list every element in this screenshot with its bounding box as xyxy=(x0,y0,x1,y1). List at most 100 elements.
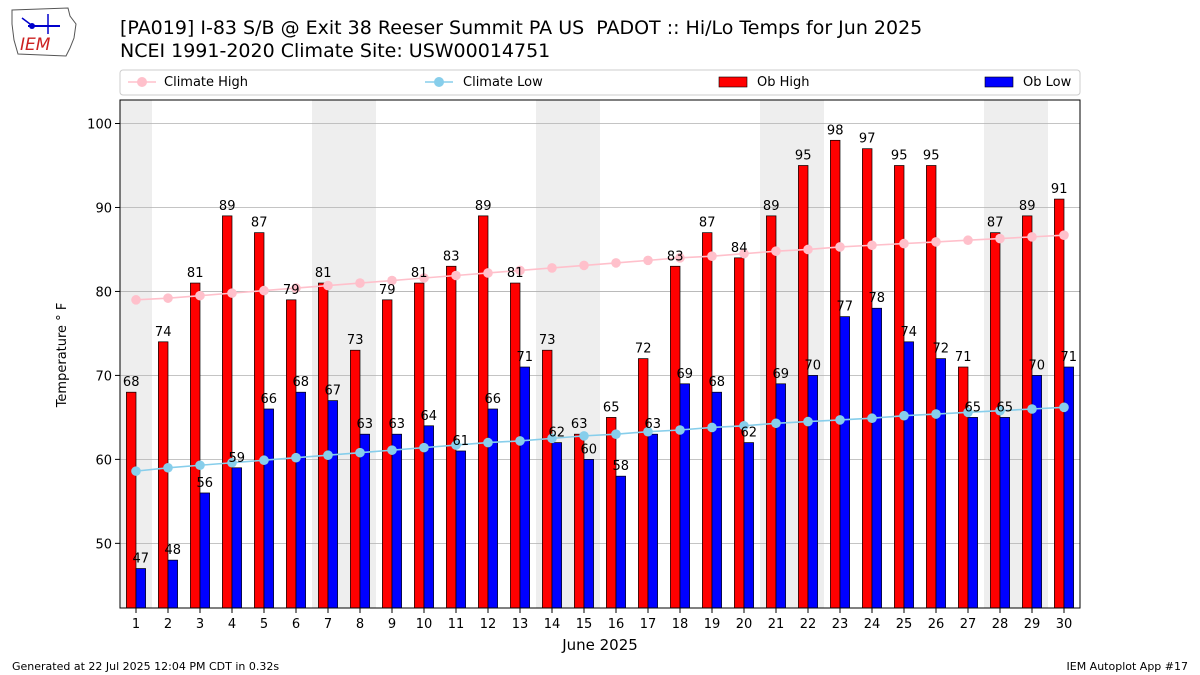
climate-high-point xyxy=(995,233,1005,244)
ob-high-value-label: 72 xyxy=(635,342,652,357)
legend-ob-high-swatch xyxy=(718,76,748,88)
ob-high-value-label: 68 xyxy=(123,375,140,390)
climate-high-point xyxy=(419,273,429,283)
climate-high-point xyxy=(387,275,397,286)
x-tick-label: 25 xyxy=(896,617,913,632)
ob-high-value-label: 81 xyxy=(411,266,428,281)
ob-high-value-label: 79 xyxy=(283,283,300,298)
x-tick-label: 11 xyxy=(448,617,465,632)
climate-low-point xyxy=(611,429,621,439)
x-tick-label: 15 xyxy=(576,617,593,632)
ob-low-bar xyxy=(263,408,274,609)
ob-high-value-label: 73 xyxy=(539,333,556,348)
ob-low-value-label: 66 xyxy=(485,392,502,407)
climate-high-point xyxy=(611,258,621,268)
climate-high-point xyxy=(1027,232,1037,242)
footer-generated-text: Generated at 22 Jul 2025 12:04 PM CDT in… xyxy=(12,660,280,673)
ob-low-bar xyxy=(967,417,978,609)
ob-low-bar xyxy=(423,425,434,609)
ob-high-bar xyxy=(350,349,361,609)
climate-high-point xyxy=(835,242,845,252)
plot-area: 5060708090100684774488156895987667968816… xyxy=(87,99,1081,632)
ob-low-value-label: 72 xyxy=(933,342,950,357)
ob-low-value-label: 77 xyxy=(837,300,854,315)
ob-low-value-label: 74 xyxy=(901,325,918,340)
ob-low-bar xyxy=(295,391,306,609)
climate-low-point xyxy=(483,437,493,448)
climate-low-point xyxy=(131,466,141,476)
ob-high-bar xyxy=(510,282,521,609)
ob-low-bar xyxy=(935,358,946,609)
ob-high-bar xyxy=(926,165,937,609)
ob-low-bar xyxy=(999,417,1010,609)
ob-low-value-label: 63 xyxy=(389,417,406,432)
ob-high-bar xyxy=(862,148,873,609)
ob-low-bar xyxy=(167,559,178,609)
ob-low-bar xyxy=(199,492,210,609)
x-tick-label: 12 xyxy=(480,617,497,632)
ob-high-bar xyxy=(830,139,841,609)
ob-high-value-label: 95 xyxy=(891,148,908,163)
legend-ob-low-label: Ob Low xyxy=(1023,75,1072,90)
ob-low-value-label: 65 xyxy=(997,400,1014,415)
x-tick-label: 14 xyxy=(544,617,561,632)
ob-low-value-label: 56 xyxy=(197,476,214,491)
climate-low-point xyxy=(1059,402,1069,413)
ob-high-bar xyxy=(126,391,137,609)
x-tick-label: 29 xyxy=(1024,617,1041,632)
legend: Climate High Climate Low Ob High Ob Low xyxy=(119,69,1081,96)
footer-app-id: IEM Autoplot App #17 xyxy=(1066,660,1189,673)
climate-low-point xyxy=(899,410,909,421)
x-tick-label: 18 xyxy=(672,617,689,632)
ob-high-bar xyxy=(542,349,553,609)
ob-low-value-label: 71 xyxy=(1061,350,1078,365)
ob-high-value-label: 87 xyxy=(699,216,716,231)
ob-low-bar xyxy=(615,475,626,609)
ob-low-value-label: 63 xyxy=(357,417,374,432)
ob-low-bar xyxy=(903,341,914,609)
climate-high-point xyxy=(899,238,909,249)
climate-high-point xyxy=(1059,230,1069,240)
ob-low-value-label: 66 xyxy=(261,392,278,407)
climate-high-point xyxy=(803,244,813,255)
ob-high-value-label: 81 xyxy=(507,266,524,281)
climate-low-point xyxy=(771,418,781,429)
climate-low-point xyxy=(931,409,941,419)
climate-low-point xyxy=(163,462,173,473)
x-tick-label: 26 xyxy=(928,617,945,632)
ob-high-bar xyxy=(766,215,777,609)
ob-high-bar xyxy=(670,265,681,609)
climate-low-point xyxy=(995,405,1005,416)
ob-high-value-label: 79 xyxy=(379,283,396,298)
ob-high-value-label: 97 xyxy=(859,132,876,147)
ob-low-bar xyxy=(679,383,690,609)
ob-high-value-label: 89 xyxy=(763,199,780,214)
ob-low-bar xyxy=(327,400,338,609)
ob-high-value-label: 81 xyxy=(315,266,332,281)
x-tick-label: 16 xyxy=(608,617,625,632)
ob-high-bar xyxy=(894,165,905,609)
ob-low-value-label: 68 xyxy=(293,375,310,390)
y-tick-label: 50 xyxy=(95,537,112,552)
chart-title: [PA019] I-83 S/B @ Exit 38 Reeser Summit… xyxy=(120,17,923,39)
climate-high-point xyxy=(355,278,365,288)
ob-low-value-label: 62 xyxy=(741,426,758,441)
ob-high-bar xyxy=(190,282,201,609)
climate-low-point xyxy=(291,452,301,463)
ob-low-bar xyxy=(743,442,754,609)
iem-logo: IEM xyxy=(11,7,77,57)
legend-climate-high-marker xyxy=(137,77,147,87)
ob-high-value-label: 87 xyxy=(987,216,1004,231)
y-axis-label: Temperature ° F xyxy=(55,303,70,409)
ob-low-bar xyxy=(359,433,370,609)
y-tick-label: 80 xyxy=(95,285,112,300)
ob-high-value-label: 95 xyxy=(923,148,940,163)
climate-low-point xyxy=(867,413,877,424)
axes-frame xyxy=(119,99,1081,609)
ob-low-bar xyxy=(391,433,402,609)
y-tick-label: 70 xyxy=(95,369,112,384)
ob-high-bar xyxy=(574,433,585,609)
ob-high-value-label: 74 xyxy=(155,325,172,340)
climate-high-point xyxy=(739,248,749,259)
